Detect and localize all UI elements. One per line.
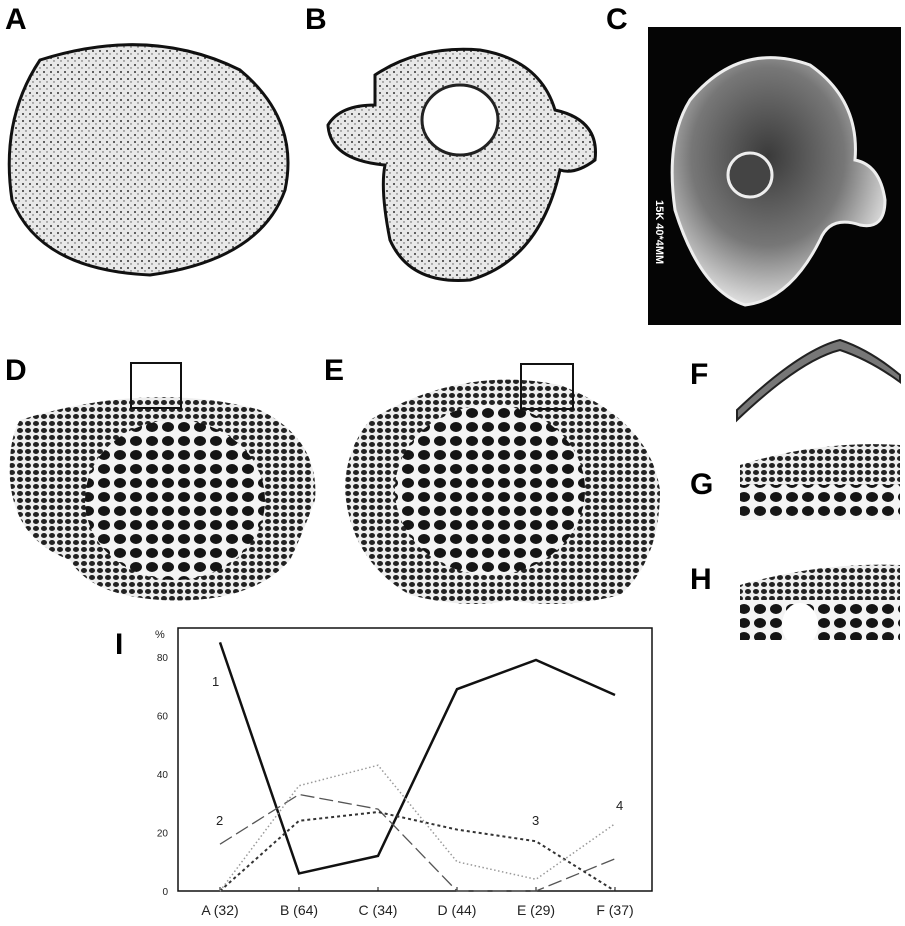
y-tick-label: 60 xyxy=(157,712,169,723)
panel-b-section xyxy=(326,47,597,282)
series-line-1 xyxy=(218,641,616,875)
panel-label-g: G xyxy=(690,468,714,501)
panel-d-section xyxy=(9,362,316,601)
panel-label-d: D xyxy=(5,354,27,387)
inset-box-d xyxy=(130,362,182,409)
plot-frame xyxy=(177,627,653,892)
y-tick-label: 20 xyxy=(157,829,169,840)
x-tick-label: C (34) xyxy=(359,902,398,918)
series-label-1: 1 xyxy=(212,674,219,689)
series-label-4: 4 xyxy=(616,798,623,813)
y-tick-label: 40 xyxy=(157,770,169,781)
panel-label-b: B xyxy=(305,3,327,36)
panel-label-f: F xyxy=(690,358,709,391)
y-tick-label: 80 xyxy=(157,653,169,664)
x-tick-label: F (37) xyxy=(596,902,633,918)
micrograph-panels: 15K 40*4MM xyxy=(7,27,901,647)
panel-c-sem: 15K 40*4MM xyxy=(648,27,901,325)
panel-g-inset xyxy=(740,444,900,520)
series-line-2 xyxy=(219,793,616,892)
series-line-4 xyxy=(219,764,616,892)
panel-a-section xyxy=(7,43,290,277)
x-tick-label: D (44) xyxy=(438,902,477,918)
series-label-2: 2 xyxy=(216,813,223,828)
panel-label-c: C xyxy=(606,3,628,36)
panel-label-a: A xyxy=(5,3,27,36)
x-tick-label: B (64) xyxy=(280,902,318,918)
series-line-3 xyxy=(219,811,616,892)
x-tick-label: A (32) xyxy=(201,902,238,918)
series-label-3: 3 xyxy=(532,813,539,828)
panel-f-inset xyxy=(736,338,901,423)
y-axis-label: % xyxy=(155,629,165,641)
panel-label-i: I xyxy=(115,628,124,661)
panel-e-section xyxy=(345,363,660,604)
panel-label-e: E xyxy=(324,354,345,387)
panel-label-h: H xyxy=(690,563,712,596)
inset-box-e xyxy=(520,363,574,410)
panel-h-inset xyxy=(740,564,900,647)
y-tick-label: 0 xyxy=(162,887,168,898)
scale-bar-text: 15K 40*4MM xyxy=(653,200,665,264)
x-tick-label: E (29) xyxy=(517,902,555,918)
